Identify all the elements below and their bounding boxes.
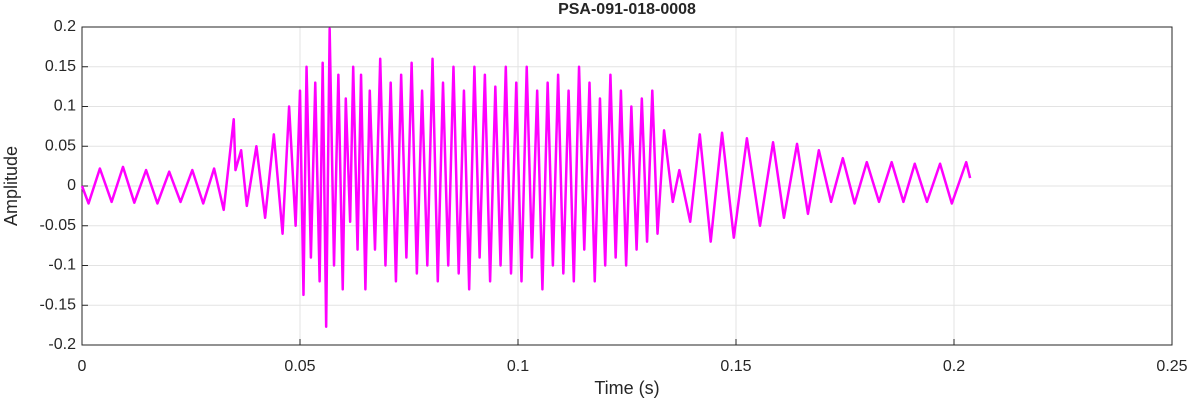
x-tick-label: 0.05 xyxy=(284,358,315,375)
y-tick-label: 0 xyxy=(67,177,76,194)
signal-line xyxy=(80,27,972,328)
y-tick-label: -0.1 xyxy=(48,257,76,274)
y-tick-label: -0.15 xyxy=(40,296,77,313)
y-axis-label: Amplitude xyxy=(1,146,21,226)
x-tick-label: 0.2 xyxy=(943,358,965,375)
y-tick-label: -0.05 xyxy=(40,217,77,234)
x-tick-label: 0.25 xyxy=(1156,358,1187,375)
chart-title: PSA-091-018-0008 xyxy=(558,1,696,18)
y-tick-label: 0.05 xyxy=(45,137,76,154)
y-tick-label: 0.15 xyxy=(45,58,76,75)
y-tick-label: -0.2 xyxy=(48,336,76,353)
x-axis-label: Time (s) xyxy=(594,378,659,398)
y-tick-label: 0.2 xyxy=(54,18,76,35)
x-tick-label: 0.1 xyxy=(507,358,529,375)
x-tick-label: 0 xyxy=(78,358,87,375)
x-tick-label: 0.15 xyxy=(720,358,751,375)
y-tick-label: 0.1 xyxy=(54,98,76,115)
